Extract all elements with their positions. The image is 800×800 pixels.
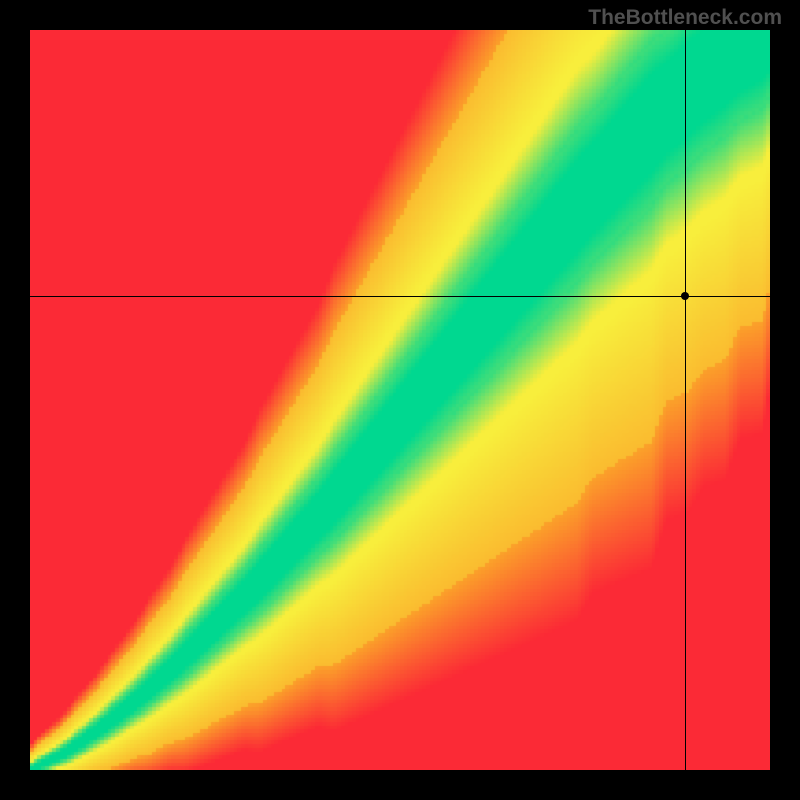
watermark-text: TheBottleneck.com xyxy=(588,6,782,30)
chart-container: TheBottleneck.com xyxy=(0,0,800,800)
crosshair-dot xyxy=(681,292,689,300)
crosshair-horizontal xyxy=(30,296,770,297)
heatmap-plot xyxy=(30,30,770,770)
heatmap-canvas xyxy=(30,30,770,770)
crosshair-vertical xyxy=(685,30,686,770)
